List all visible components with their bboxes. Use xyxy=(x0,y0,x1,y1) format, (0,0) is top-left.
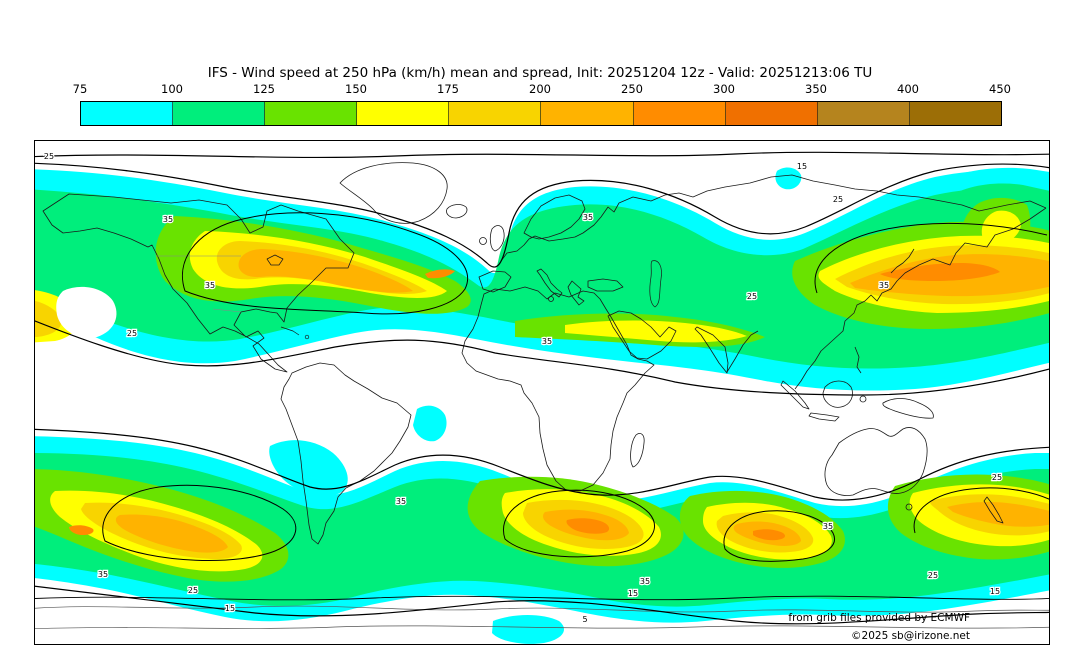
colorbar-segment xyxy=(357,102,450,125)
colorbar-tick-label: 75 xyxy=(72,82,88,96)
contour-label: 25 xyxy=(992,473,1002,482)
contour-label: 15 xyxy=(797,162,807,171)
colorbar-tick-label: 400 xyxy=(897,82,919,96)
contour-label: 25 xyxy=(44,152,54,161)
colorbar-segment xyxy=(541,102,634,125)
contour-label: 35 xyxy=(823,522,833,531)
colorbar-tick-label: 100 xyxy=(161,82,183,96)
colorbar-segment xyxy=(265,102,358,125)
spread-contours-layer xyxy=(35,151,1049,625)
credit-copyright: ©2025 sb@irizone.net xyxy=(851,630,970,642)
colorbar-segment xyxy=(817,102,910,125)
contour-label: 35 xyxy=(879,281,889,290)
colorbar xyxy=(80,101,1002,126)
contour-label: 25 xyxy=(127,329,137,338)
colorbar-tick-label: 300 xyxy=(713,82,735,96)
contour-label: 5 xyxy=(582,615,587,624)
contour-label: 25 xyxy=(833,195,843,204)
world-map: 25 25 25 25 25 25 25 35 35 35 35 35 35 3… xyxy=(35,151,1049,644)
map-frame: 25 25 25 25 25 25 25 35 35 35 35 35 35 3… xyxy=(34,140,1050,645)
contour-label: 35 xyxy=(640,577,650,586)
wind-speed-fill-layer xyxy=(35,167,1049,644)
contour-label: 15 xyxy=(628,589,638,598)
chart-title: IFS - Wind speed at 250 hPa (km/h) mean … xyxy=(207,65,873,81)
contour-label: 35 xyxy=(396,497,406,506)
contour-label: 35 xyxy=(205,281,215,290)
colorbar-segment xyxy=(725,102,818,125)
contour-label: 25 xyxy=(188,586,198,595)
colorbar-tick-label: 200 xyxy=(529,82,551,96)
contour-label: 35 xyxy=(583,213,593,222)
colorbar-tick-label: 175 xyxy=(437,82,459,96)
colorbar-tick-label: 125 xyxy=(253,82,275,96)
colorbar-tick-label: 150 xyxy=(345,82,367,96)
contour-label: 35 xyxy=(163,215,173,224)
contour-label: 15 xyxy=(990,587,1000,596)
colorbar-ticks: 75 100 125 150 175 200 250 300 350 400 450 xyxy=(73,82,1011,96)
contour-label: 15 xyxy=(225,604,235,613)
colorbar-tick-label: 350 xyxy=(805,82,827,96)
colorbar-segment xyxy=(633,102,726,125)
colorbar-segment xyxy=(173,102,266,125)
colorbar-segment xyxy=(81,102,174,125)
contour-label: 25 xyxy=(747,292,757,301)
contour-label: 25 xyxy=(928,571,938,580)
colorbar-segment xyxy=(449,102,542,125)
colorbar-segment xyxy=(909,102,1001,125)
colorbar-tick-label: 450 xyxy=(989,82,1011,96)
contour-label: 35 xyxy=(98,570,108,579)
coastlines-layer xyxy=(35,162,1049,630)
colorbar-tick-label: 250 xyxy=(621,82,643,96)
contour-label: 35 xyxy=(542,337,552,346)
credit-source: from grib files provided by ECMWF xyxy=(788,612,970,624)
contour-labels-layer: 25 25 25 25 25 25 25 35 35 35 35 35 35 3… xyxy=(43,151,1004,625)
map-credits: from grib files provided by ECMWF ©2025 … xyxy=(788,609,970,644)
